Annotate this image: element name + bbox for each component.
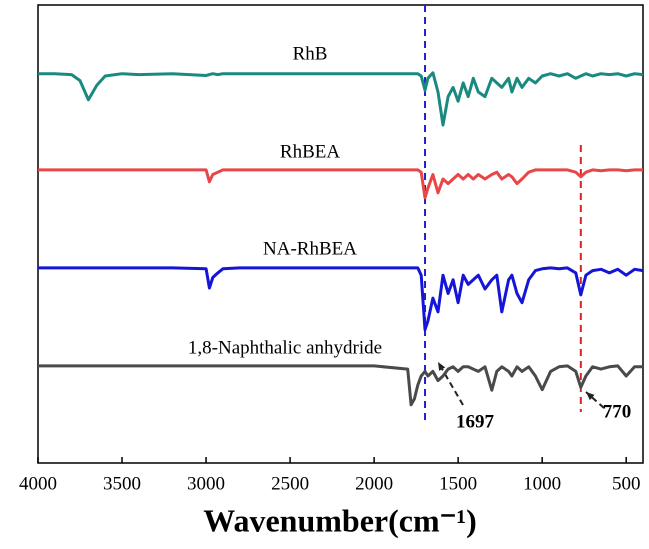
x-axis-label: Wavenumber(cm⁻¹) bbox=[203, 502, 477, 538]
x-tick-label: 2000 bbox=[355, 473, 393, 494]
annotation-label: 770 bbox=[603, 401, 632, 422]
plot-frame bbox=[37, 4, 644, 464]
spectrum-line bbox=[38, 168, 643, 200]
series-label: RhB bbox=[293, 43, 328, 64]
series-label: RhBEA bbox=[280, 141, 340, 162]
x-tick-label: 500 bbox=[612, 473, 641, 494]
x-tick-label: 4000 bbox=[19, 473, 57, 494]
annotation-label: 1697 bbox=[456, 411, 495, 432]
x-tick-label: 1500 bbox=[439, 473, 477, 494]
spectrum-line bbox=[38, 266, 644, 332]
x-tick-label: 3000 bbox=[187, 473, 225, 494]
x-tick-label: 2500 bbox=[271, 473, 309, 494]
series-label: 1,8-Naphthalic anhydride bbox=[188, 337, 382, 358]
spectrum-line bbox=[38, 71, 644, 127]
spectrum-line bbox=[38, 364, 643, 407]
series-label: NA-RhBEA bbox=[263, 238, 357, 259]
annotation-arrow bbox=[437, 361, 464, 406]
arrow-head bbox=[438, 362, 446, 371]
x-tick-label: 1000 bbox=[523, 473, 561, 494]
x-tick-label: 3500 bbox=[103, 473, 141, 494]
arrow-head bbox=[586, 392, 595, 401]
